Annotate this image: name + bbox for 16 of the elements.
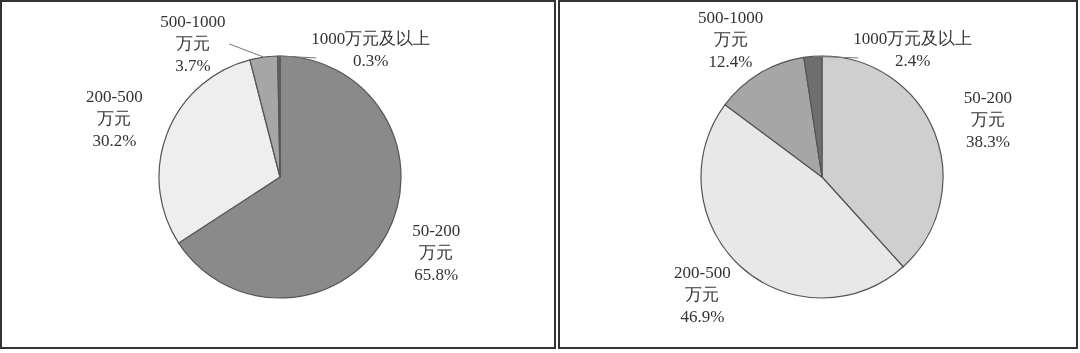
- slice-label: 500-1000万元: [160, 11, 226, 53]
- data-label: 65.8%: [414, 265, 459, 285]
- data-label: 2.4%: [895, 50, 931, 70]
- slice-label: 50-200万元: [963, 87, 1012, 129]
- data-label: 0.3%: [353, 50, 389, 70]
- slice-label: 200-500万元: [86, 87, 143, 129]
- slice-label: 1000万元及以上: [311, 28, 431, 48]
- data-label: 3.7%: [175, 55, 211, 75]
- data-label: 46.9%: [680, 307, 725, 327]
- slice-label: 200-500万元: [674, 263, 731, 305]
- data-label: 30.2%: [92, 131, 137, 151]
- slice-label: 50-200万元: [412, 221, 461, 263]
- data-label: 38.3%: [965, 131, 1010, 151]
- slice-label: 1000万元及以上: [853, 28, 973, 48]
- data-label: 12.4%: [708, 52, 753, 72]
- slice-label: 500-1000万元: [697, 8, 764, 50]
